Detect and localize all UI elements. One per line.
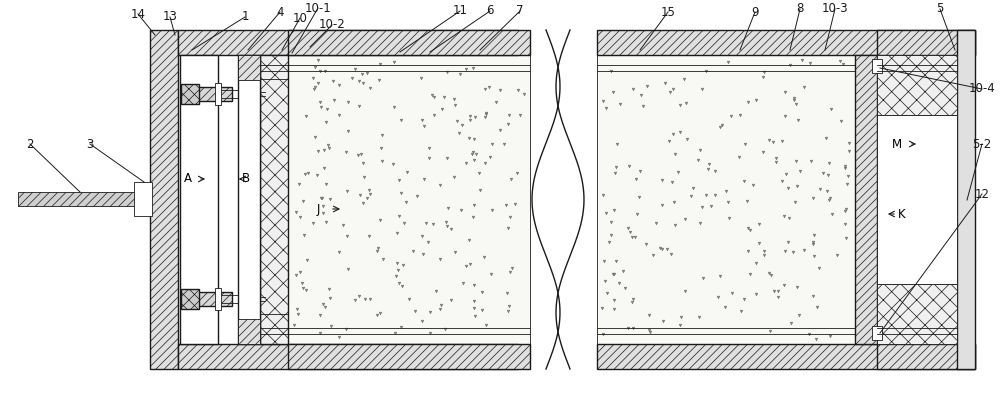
Text: 15: 15 (661, 6, 675, 18)
Bar (238, 55, 260, 344)
Text: 11: 11 (452, 4, 468, 18)
Text: 10-3: 10-3 (822, 2, 848, 16)
Text: J: J (316, 203, 320, 215)
Bar (134, 182, 152, 216)
Text: 3: 3 (86, 138, 94, 150)
Bar (18, 192, 150, 206)
Bar (288, 344, 530, 369)
Bar (215, 288, 221, 310)
Text: 10-1: 10-1 (305, 2, 331, 14)
Polygon shape (532, 30, 584, 369)
Text: K: K (898, 207, 906, 221)
Text: 10-4: 10-4 (969, 83, 995, 95)
Text: B: B (242, 172, 250, 186)
Bar (178, 344, 518, 369)
Bar (238, 319, 260, 344)
Bar (597, 30, 975, 55)
Text: 2: 2 (26, 138, 34, 150)
Bar (877, 115, 957, 284)
Bar (238, 55, 260, 80)
Text: 7: 7 (516, 4, 524, 18)
Bar (288, 55, 530, 344)
Bar (150, 30, 178, 369)
Bar (597, 55, 855, 344)
Text: 12: 12 (974, 188, 990, 201)
Bar (215, 83, 221, 105)
Text: 8: 8 (796, 2, 804, 16)
Text: 6: 6 (486, 4, 494, 18)
Text: 1: 1 (241, 10, 249, 24)
Text: 10: 10 (293, 12, 307, 24)
Text: M: M (892, 138, 902, 150)
Bar (872, 59, 882, 73)
Bar (197, 292, 232, 306)
Text: 13: 13 (163, 10, 177, 24)
Bar (872, 326, 882, 340)
Bar (181, 289, 199, 309)
Bar (197, 87, 232, 101)
Bar (180, 55, 218, 344)
Bar (877, 30, 975, 55)
Text: 5: 5 (936, 2, 944, 16)
Bar (855, 55, 877, 344)
Text: 14: 14 (130, 8, 146, 20)
Bar (260, 55, 288, 344)
Bar (288, 30, 530, 55)
Bar (181, 84, 199, 104)
Bar (178, 30, 518, 55)
Bar (877, 284, 957, 344)
Text: A: A (184, 172, 192, 186)
Bar (957, 30, 975, 369)
Text: 4: 4 (276, 6, 284, 18)
Text: 5-2: 5-2 (972, 138, 992, 150)
Text: 9: 9 (751, 6, 759, 18)
Text: 10-2: 10-2 (319, 18, 345, 32)
Bar (877, 344, 975, 369)
Bar (597, 344, 975, 369)
Bar (877, 55, 957, 115)
